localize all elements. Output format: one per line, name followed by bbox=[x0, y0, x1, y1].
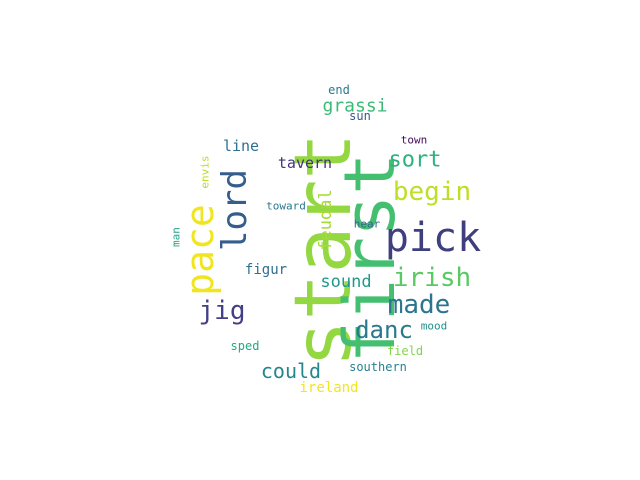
word-sped: sped bbox=[231, 339, 260, 353]
word-danc: danc bbox=[355, 316, 413, 344]
word-grassi: grassi bbox=[322, 96, 387, 117]
word-sort: sort bbox=[389, 148, 442, 173]
word-jig: jig bbox=[199, 296, 246, 326]
word-ireland: ireland bbox=[299, 380, 358, 396]
word-made: made bbox=[388, 290, 451, 320]
word-town: town bbox=[401, 134, 428, 147]
word-envis: envis bbox=[199, 155, 212, 188]
word-sun: sun bbox=[349, 109, 371, 123]
word-lord: lord bbox=[215, 169, 255, 251]
word-could: could bbox=[261, 359, 321, 383]
word-line: line bbox=[223, 137, 259, 155]
word-feudal: feudal bbox=[316, 189, 336, 250]
word-southern: southern bbox=[349, 360, 407, 374]
word-man: man bbox=[170, 227, 183, 247]
word-mood: mood bbox=[421, 320, 448, 333]
word-toward: toward bbox=[266, 200, 306, 213]
word-pick: pick bbox=[385, 215, 481, 261]
word-end: end bbox=[328, 83, 350, 97]
word-begin: begin bbox=[393, 177, 471, 207]
word-first: first bbox=[329, 153, 411, 364]
word-hear: hear bbox=[354, 218, 381, 231]
word-start: start bbox=[279, 133, 369, 368]
word-field: field bbox=[387, 344, 423, 358]
word-tavern: tavern bbox=[278, 154, 332, 172]
word-sound: sound bbox=[320, 272, 371, 292]
word-irish: irish bbox=[393, 263, 471, 293]
word-pace: pace bbox=[178, 204, 222, 296]
word-figur: figur bbox=[245, 262, 287, 278]
